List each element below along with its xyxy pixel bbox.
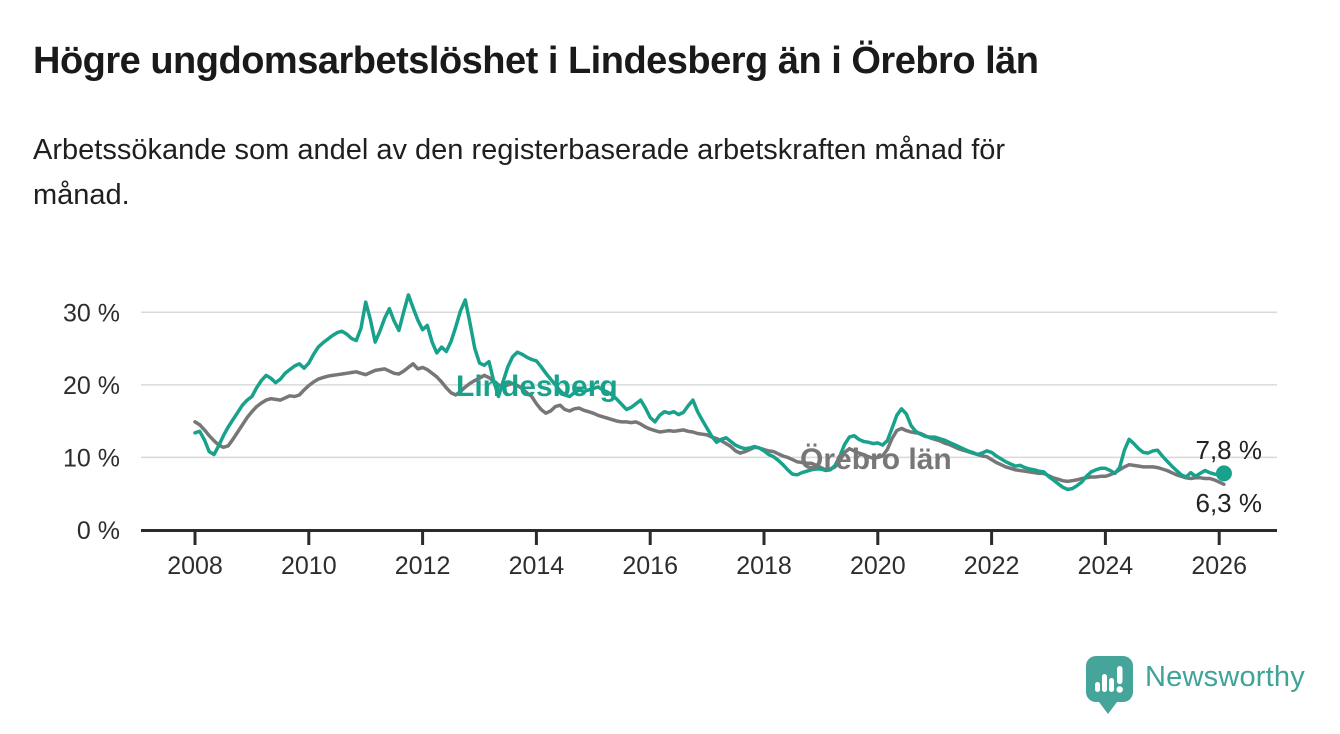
x-axis-label: 2012	[395, 552, 451, 580]
x-axis-label: 2016	[622, 552, 678, 580]
series-end-value-label: 6,3 %	[1196, 488, 1263, 518]
y-axis-label: 10 %	[63, 444, 120, 472]
series-label--rebro-l-n: Örebro län	[800, 443, 952, 476]
x-axis-label: 2026	[1191, 552, 1247, 580]
series-lines	[193, 293, 1232, 492]
x-axis-label: 2010	[281, 552, 337, 580]
x-axis: 2008 2010 2012 2014 2016 2018 2020 2022 2024 2026	[141, 529, 1277, 580]
x-axis-label: 2008	[167, 552, 223, 580]
x-axis-label: 2022	[964, 552, 1020, 580]
chart-subtitle-line2: månad.	[33, 178, 130, 211]
chart-subtitle: Arbetssökande som andel av den registerb…	[33, 128, 1293, 218]
series-end-dot	[1215, 465, 1232, 482]
x-axis-label: 2024	[1078, 552, 1134, 580]
y-axis-label: 30 %	[63, 299, 120, 327]
gridlines	[141, 311, 1277, 459]
series-label-lindesberg: Lindesberg	[456, 370, 618, 403]
newsworthy-logo-text: Newsworthy	[1145, 661, 1305, 693]
series-line-lindesberg	[193, 293, 1226, 492]
x-axis-label: 2018	[736, 552, 792, 580]
chart-subtitle-line1: Arbetssökande som andel av den registerb…	[33, 134, 1006, 166]
chart-labels: 0 % 10 % 20 % 30 % Örebro län 6,3 % Lindesberg…	[63, 299, 1262, 545]
series-line--rebro-l-n	[193, 362, 1226, 487]
series-end-value-label: 7,8 %	[1196, 435, 1263, 465]
newsworthy-bar-chart-bubble-icon	[1086, 656, 1133, 714]
y-axis-label: 0 %	[77, 517, 120, 545]
y-axis-label: 20 %	[63, 372, 120, 400]
newsworthy-logo: Newsworthy	[1086, 656, 1305, 714]
x-axis-label: 2014	[509, 552, 565, 580]
x-axis-label: 2020	[850, 552, 906, 580]
chart-title: Högre ungdomsarbetslöshet i Lindesberg ä…	[33, 40, 1039, 82]
